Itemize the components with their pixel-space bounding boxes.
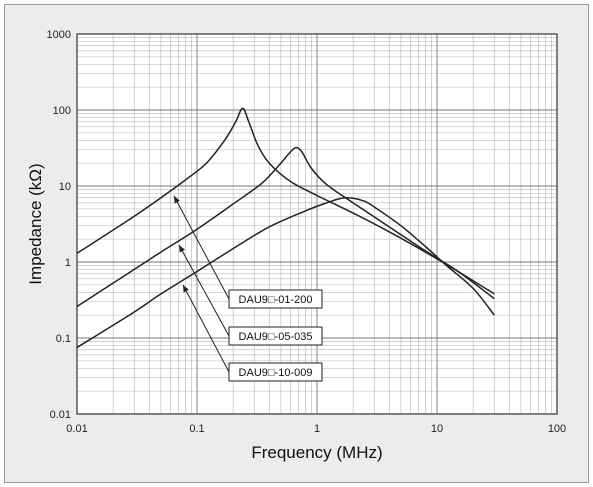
x-tick-label: 10 — [431, 423, 443, 435]
callout-box-2 — [228, 326, 323, 346]
callout-arrow-2 — [178, 244, 230, 337]
x-tick-label: 0.01 — [66, 423, 87, 435]
callout-label-3: DAU9□-10-009 — [239, 367, 313, 379]
y-tick-label: 0.1 — [56, 333, 71, 345]
y-tick-label: 1000 — [47, 29, 71, 41]
x-tick-label: 1 — [314, 423, 320, 435]
x-axis-title: Frequency (MHz) — [251, 443, 382, 462]
y-tick-label: 10 — [59, 181, 71, 193]
series-line-1 — [76, 107, 495, 295]
y-tick-label: 100 — [53, 105, 71, 117]
callout-arrow-1 — [173, 195, 230, 300]
y-axis-title: Impedance (kΩ) — [26, 163, 45, 284]
grid-group — [76, 34, 557, 415]
x-tick-label: 100 — [548, 423, 566, 435]
callout-label-1: DAU9□-01-200 — [239, 294, 313, 306]
series-line-2 — [76, 146, 495, 308]
axes-frame — [76, 33, 558, 415]
callout-arrow-3 — [182, 284, 230, 373]
callout-box-1 — [228, 289, 323, 309]
callout-box-3 — [228, 362, 323, 382]
series-line-3 — [76, 197, 495, 349]
y-tick-label: 1 — [65, 257, 71, 269]
x-tick-label: 0.1 — [189, 423, 204, 435]
callout-label-2: DAU9□-05-035 — [239, 331, 313, 343]
y-tick-label: 0.01 — [50, 409, 71, 421]
